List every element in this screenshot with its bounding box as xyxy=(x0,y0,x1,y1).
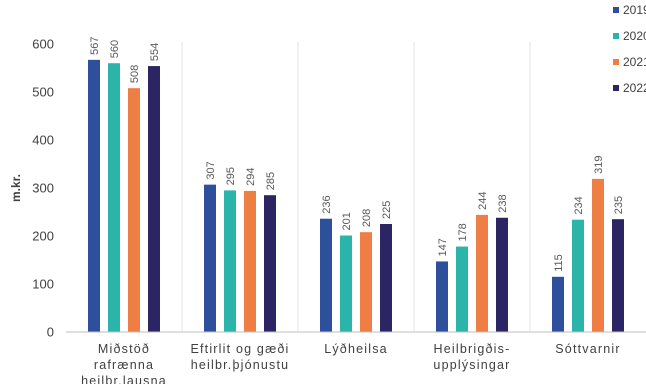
category-label: heilbr.þjónustu xyxy=(191,358,290,372)
y-tick-label: 500 xyxy=(32,85,54,100)
category-label: Eftirlit og gæði xyxy=(190,342,289,356)
legend-label: 2021 xyxy=(623,55,646,69)
bar-2021 xyxy=(360,232,372,332)
x-axis: Miðstöð rafrænna heilbr.lausna Eftirlit og … xyxy=(81,342,621,384)
data-label: 238 xyxy=(497,194,509,212)
bar-2020 xyxy=(340,235,352,332)
category-label: heilbr.lausna xyxy=(81,374,167,384)
legend-swatch xyxy=(613,7,619,13)
legend-swatch xyxy=(613,85,619,91)
bar-2020 xyxy=(108,63,120,332)
y-tick-label: 200 xyxy=(32,229,54,244)
bar-2021 xyxy=(592,178,604,332)
bar-2022 xyxy=(496,217,508,332)
data-label: 285 xyxy=(265,172,277,190)
bar-2019 xyxy=(436,261,448,332)
y-tick-label: 600 xyxy=(32,37,54,52)
data-label: 147 xyxy=(437,238,449,256)
y-axis-label: m.kr. xyxy=(9,174,23,202)
bar-2019 xyxy=(88,59,100,333)
data-label: 567 xyxy=(89,36,101,54)
y-tick-label: 0 xyxy=(47,325,54,340)
data-label: 319 xyxy=(593,156,605,174)
bar-2021 xyxy=(476,214,488,332)
bars xyxy=(88,59,624,333)
data-label: 554 xyxy=(149,43,161,61)
legend-label: 2020 xyxy=(623,29,646,43)
bar-2022 xyxy=(380,224,392,332)
data-label: 294 xyxy=(245,168,257,186)
data-label: 178 xyxy=(457,223,469,241)
data-labels: 567 560 508 554 307 295 294 285 236 201 208 225 147 1… xyxy=(89,36,625,271)
category-label: upplýsingar xyxy=(433,358,510,372)
data-label: 236 xyxy=(321,195,333,213)
data-label: 208 xyxy=(361,209,373,227)
legend-swatch xyxy=(613,59,619,65)
bar-2020 xyxy=(572,219,584,332)
bar-2021 xyxy=(128,88,140,332)
data-label: 508 xyxy=(129,65,141,83)
bar-2020 xyxy=(456,246,468,332)
category-label: Sóttvarnir xyxy=(555,342,621,356)
category-label: rafrænna xyxy=(94,358,154,372)
data-label: 295 xyxy=(225,167,237,185)
bar-2022 xyxy=(148,66,160,332)
category-label: Heilbrigðis- xyxy=(434,342,511,356)
legend-swatch xyxy=(613,33,619,39)
bar-2020 xyxy=(224,190,236,332)
category-separators xyxy=(181,42,531,332)
data-label: 234 xyxy=(573,196,585,214)
data-label: 201 xyxy=(341,212,353,230)
bar-2022 xyxy=(612,219,624,332)
category-label: Miðstöð xyxy=(98,342,150,356)
category-label: Lýðheilsa xyxy=(324,342,388,356)
data-label: 115 xyxy=(553,254,565,272)
bar-2022 xyxy=(264,195,276,332)
bar-2019 xyxy=(552,276,564,332)
y-tick-label: 100 xyxy=(32,277,54,292)
y-axis: 0 100 200 300 400 500 600 xyxy=(32,37,54,340)
data-label: 244 xyxy=(477,192,489,210)
y-tick-label: 400 xyxy=(32,133,54,148)
legend-label: 2019 xyxy=(623,3,646,17)
bar-2019 xyxy=(204,184,216,332)
y-tick-label: 300 xyxy=(32,181,54,196)
data-label: 307 xyxy=(205,161,217,179)
data-label: 225 xyxy=(381,201,393,219)
bar-2021 xyxy=(244,190,256,332)
data-label: 560 xyxy=(109,40,121,58)
data-label: 235 xyxy=(613,196,625,214)
bar-2019 xyxy=(320,218,332,332)
